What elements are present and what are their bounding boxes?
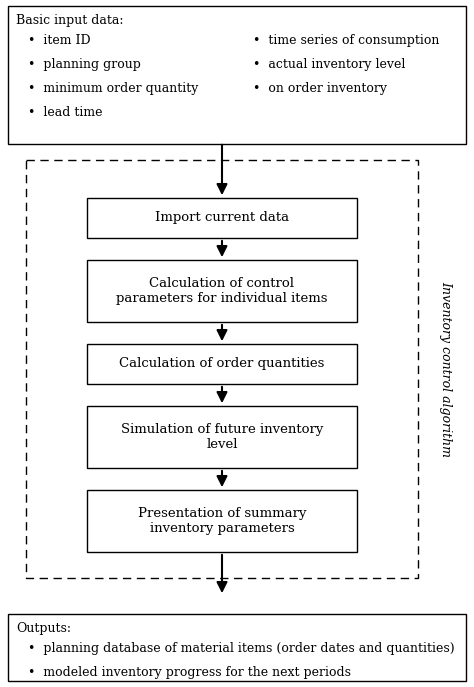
Text: •  item ID: • item ID bbox=[28, 34, 91, 47]
Text: •  actual inventory level: • actual inventory level bbox=[253, 58, 405, 71]
Bar bbox=[87, 406, 357, 468]
Text: •  time series of consumption: • time series of consumption bbox=[253, 34, 439, 47]
Bar bbox=[87, 260, 357, 322]
Text: Basic input data:: Basic input data: bbox=[16, 14, 124, 27]
Text: Import current data: Import current data bbox=[155, 212, 289, 225]
Text: Presentation of summary
inventory parameters: Presentation of summary inventory parame… bbox=[138, 507, 306, 535]
Bar bbox=[87, 490, 357, 552]
Text: •  planning database of material items (order dates and quantities): • planning database of material items (o… bbox=[28, 642, 455, 655]
Bar bbox=[8, 614, 466, 681]
Bar bbox=[87, 344, 357, 384]
Text: •  modeled inventory progress for the next periods: • modeled inventory progress for the nex… bbox=[28, 666, 351, 679]
Text: Inventory control algorithm: Inventory control algorithm bbox=[439, 281, 453, 457]
Text: •  planning group: • planning group bbox=[28, 58, 141, 71]
Bar bbox=[87, 198, 357, 238]
Text: •  on order inventory: • on order inventory bbox=[253, 82, 387, 95]
Bar bbox=[26, 160, 418, 578]
Text: Calculation of control
parameters for individual items: Calculation of control parameters for in… bbox=[116, 277, 328, 305]
Text: Calculation of order quantities: Calculation of order quantities bbox=[119, 357, 325, 370]
Text: •  lead time: • lead time bbox=[28, 106, 102, 119]
Bar bbox=[8, 6, 466, 144]
Text: Outputs:: Outputs: bbox=[16, 622, 71, 635]
Text: Simulation of future inventory
level: Simulation of future inventory level bbox=[121, 423, 323, 451]
Text: •  minimum order quantity: • minimum order quantity bbox=[28, 82, 199, 95]
